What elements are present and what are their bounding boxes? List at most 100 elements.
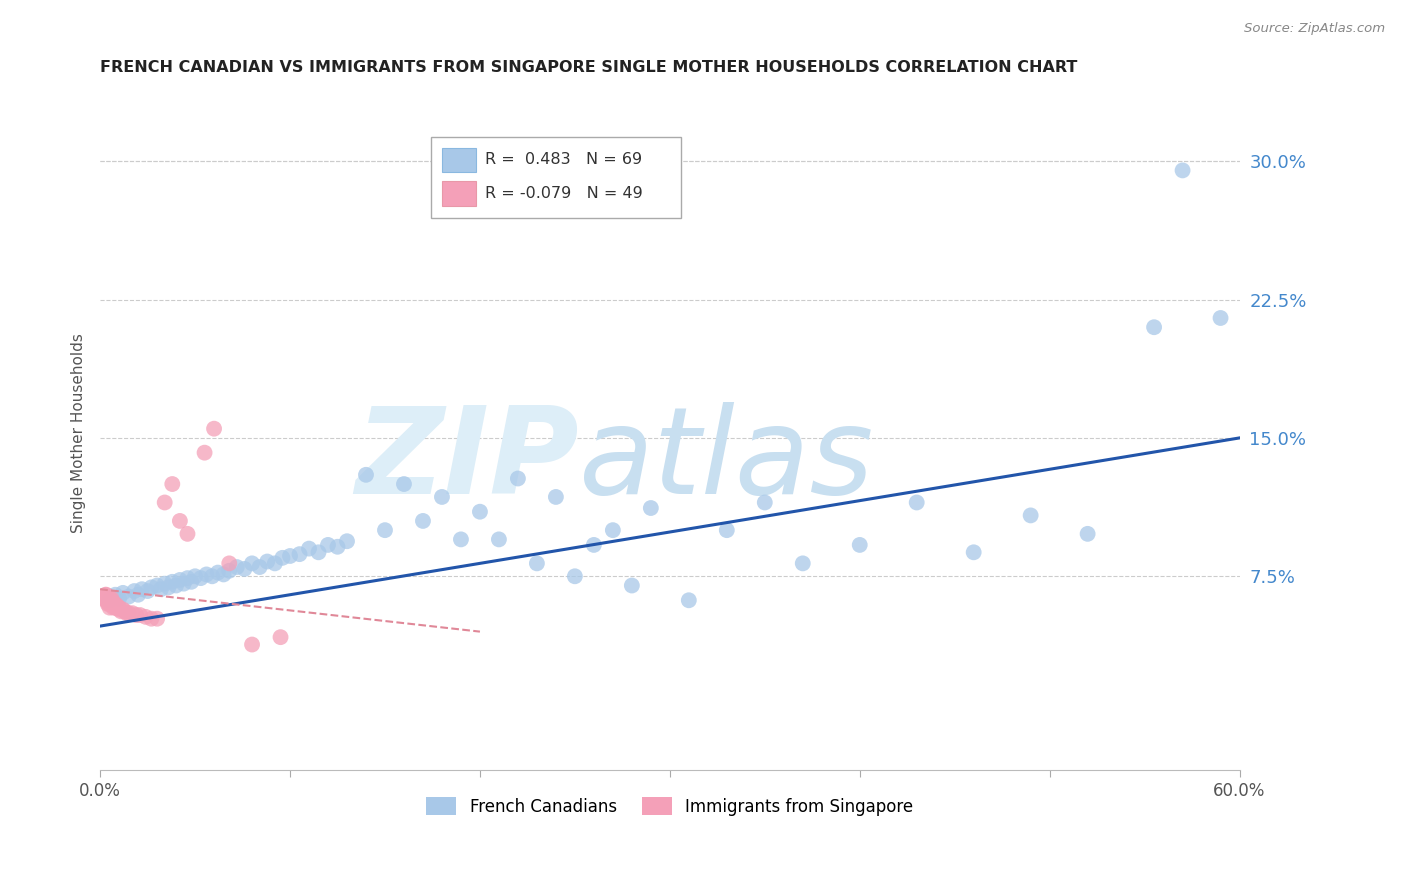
Point [412,514,434,528]
Point [104,600,127,615]
Point [430,490,453,504]
Point [104,597,127,611]
Point [124,584,146,599]
Point [97,595,120,609]
Point [1209,310,1232,325]
Text: Source: ZipAtlas.com: Source: ZipAtlas.com [1244,22,1385,36]
Point [105,599,128,613]
Point [233,562,256,576]
Point [146,612,169,626]
Point [271,550,294,565]
Point [97,591,120,606]
Point [1171,163,1194,178]
Point [108,602,131,616]
Point [180,574,202,589]
Point [288,547,311,561]
Point [165,578,187,592]
Point [141,580,163,594]
Point [336,534,359,549]
Point [212,567,235,582]
Point [98,593,121,607]
Point [129,607,152,622]
Point [98,593,121,607]
Point [149,582,172,597]
Point [326,540,349,554]
Point [240,557,263,571]
Point [131,582,153,597]
Legend: French Canadians, Immigrants from Singapore: French Canadians, Immigrants from Singap… [420,791,920,822]
Point [848,538,870,552]
Point [173,576,195,591]
Point [450,533,472,547]
Point [169,514,191,528]
Point [153,576,176,591]
Point [98,595,121,609]
Point [354,467,377,482]
Bar [441,181,477,206]
Text: atlas: atlas [579,401,875,519]
Point [111,602,134,616]
Point [176,571,198,585]
Point [127,588,149,602]
Point [374,523,396,537]
Point [104,599,127,613]
Point [488,533,510,547]
Point [620,578,643,592]
Point [316,538,339,552]
Point [94,590,117,604]
Point [506,471,529,485]
Point [225,560,247,574]
Point [392,477,415,491]
Point [141,612,163,626]
Point [176,526,198,541]
Point [98,600,121,615]
Point [103,600,125,615]
Point [905,495,928,509]
Point [564,569,586,583]
Point [94,588,117,602]
Point [184,569,207,583]
Point [114,604,136,618]
Point [103,599,125,613]
Point [1143,320,1166,334]
Point [94,588,117,602]
Point [162,477,184,491]
Point [308,545,330,559]
Point [100,593,122,607]
Point [249,560,271,574]
Point [97,597,120,611]
Point [162,574,184,589]
Point [1077,526,1099,541]
Point [105,600,128,615]
Point [94,593,117,607]
Point [582,538,605,552]
Point [100,597,122,611]
Point [98,591,121,606]
Point [240,638,263,652]
Point [202,422,225,436]
Point [125,607,148,622]
Point [117,590,139,604]
Point [218,557,240,571]
Point [678,593,700,607]
Point [640,501,662,516]
Point [117,606,139,620]
Point [602,523,624,537]
Point [298,541,321,556]
Point [544,490,567,504]
Point [104,588,127,602]
Point [110,604,132,618]
Point [195,567,218,582]
Text: R =  0.483   N = 69: R = 0.483 N = 69 [485,153,643,168]
Point [270,630,292,644]
Point [97,593,120,607]
Bar [441,148,477,172]
Point [963,545,986,559]
Point [135,610,157,624]
Point [157,580,180,594]
Point [716,523,738,537]
Point [792,557,814,571]
Point [121,606,143,620]
Point [94,591,117,606]
Point [190,571,212,585]
